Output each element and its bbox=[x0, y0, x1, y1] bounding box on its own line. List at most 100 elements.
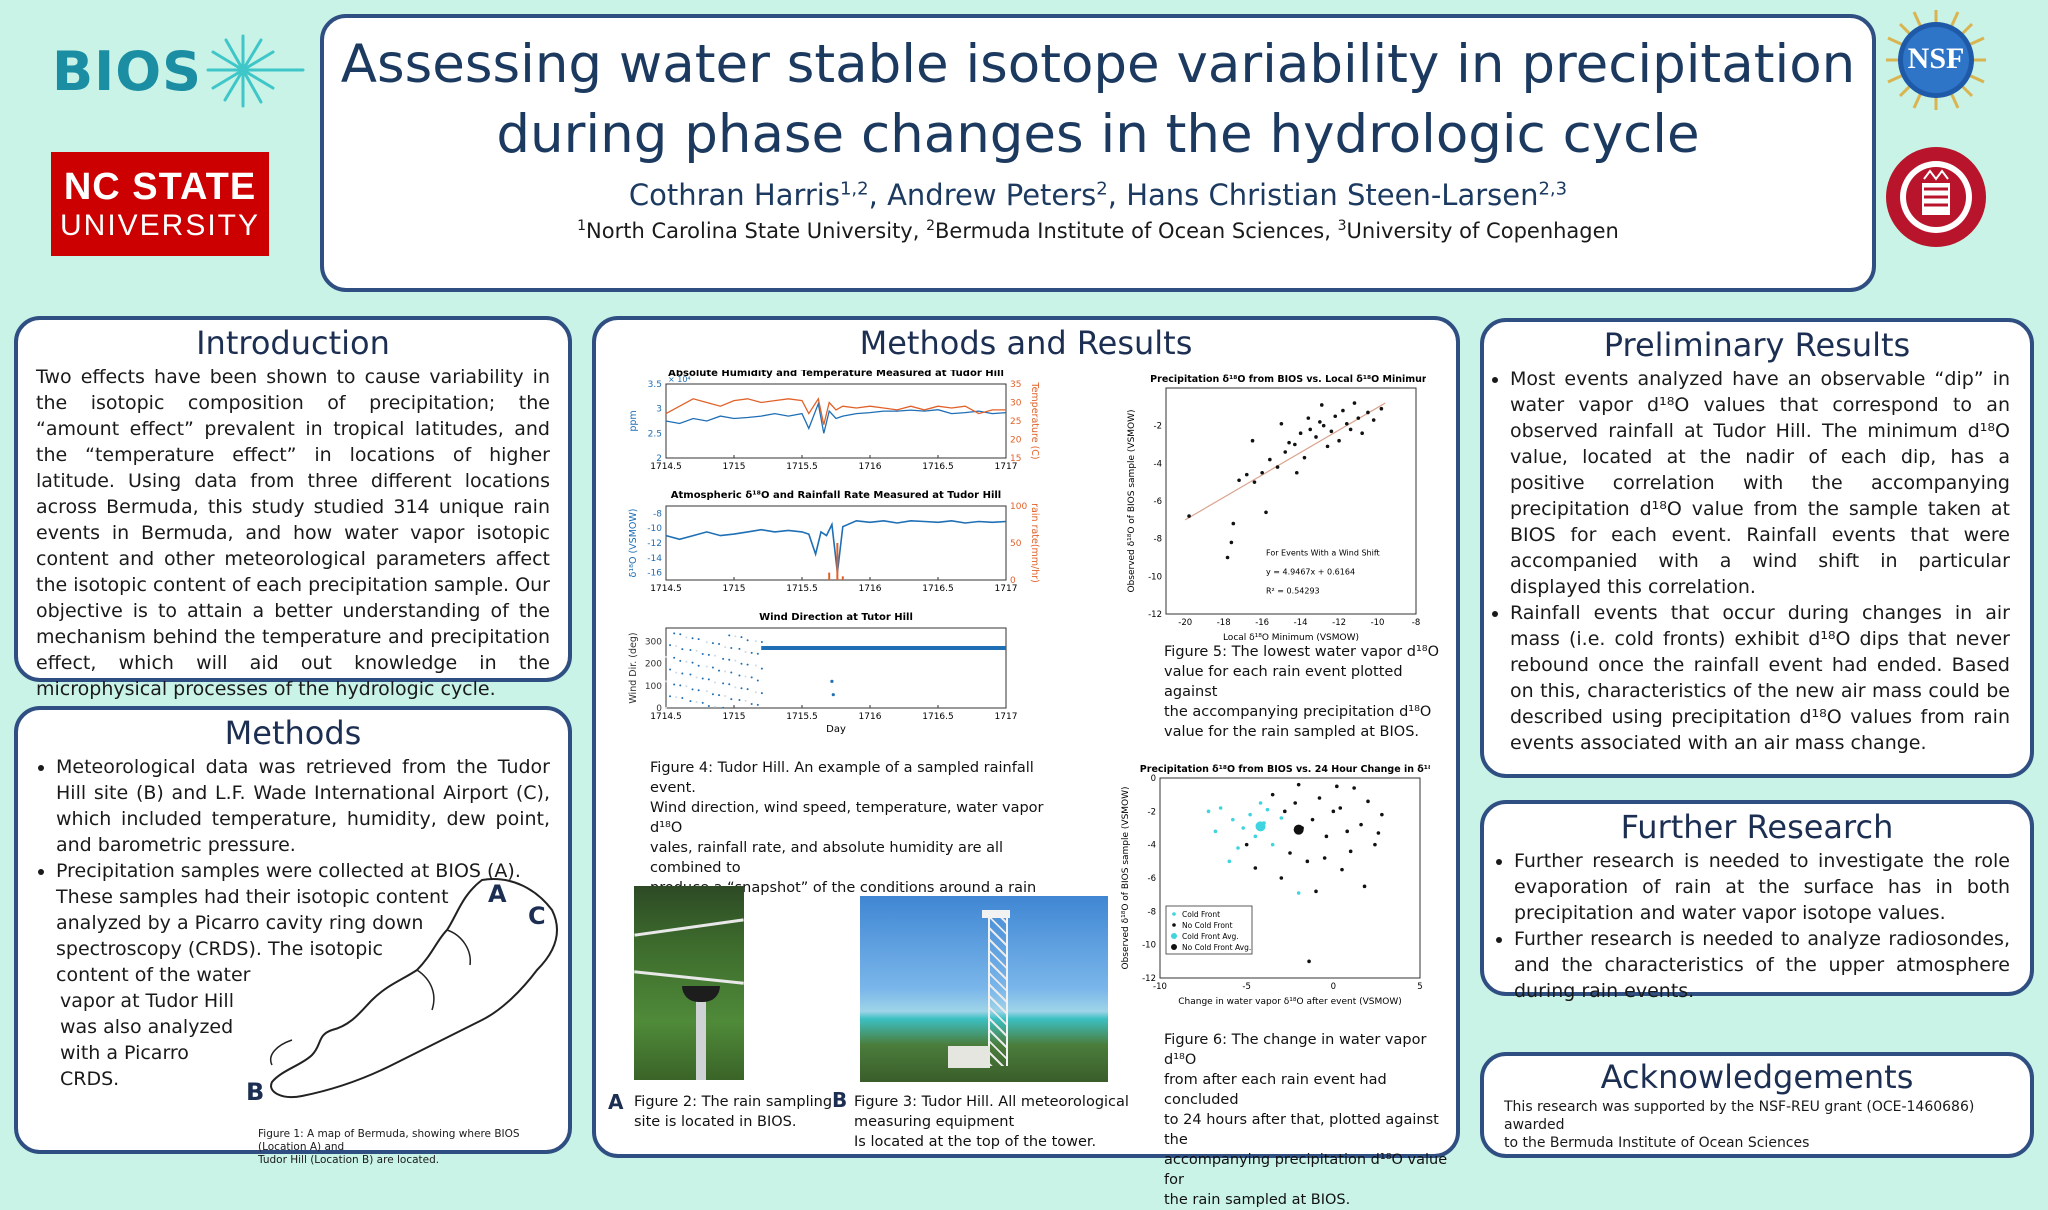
chart-title: Atmospheric δ¹⁸O and Rainfall Rate Measu… bbox=[671, 490, 1001, 501]
regression-equation: y = 4.9467x + 0.6164 bbox=[1266, 567, 1355, 576]
data-point bbox=[1231, 817, 1235, 822]
data-point bbox=[1236, 846, 1240, 850]
data-point bbox=[1356, 416, 1361, 420]
wind-point bbox=[750, 651, 753, 654]
wind-point bbox=[665, 680, 667, 683]
wind-point bbox=[744, 675, 747, 678]
data-point bbox=[1279, 816, 1284, 820]
y-tick-label: -8 bbox=[1154, 535, 1162, 545]
wind-point bbox=[760, 692, 763, 695]
wind-point bbox=[701, 653, 704, 655]
y-tick-label: 100 bbox=[645, 682, 662, 692]
y-tick-label: -6 bbox=[1148, 874, 1156, 884]
sampler-funnel bbox=[682, 986, 720, 1002]
data-point bbox=[1373, 842, 1377, 847]
y-axis-label: Wind Dir. (deg) bbox=[628, 632, 639, 703]
data-point bbox=[1306, 416, 1311, 420]
photo-label-b: B bbox=[832, 1088, 848, 1112]
data-point bbox=[1206, 809, 1211, 814]
data-point bbox=[1283, 809, 1287, 814]
wind-point bbox=[675, 645, 678, 647]
methods-results-title: Methods and Results bbox=[859, 324, 1193, 362]
figure6-caption-line: accompanying precipitation d¹⁸O value fo… bbox=[1164, 1152, 1448, 1188]
temperature-series-line bbox=[665, 397, 1006, 425]
data-point bbox=[1324, 834, 1329, 839]
sampler-post bbox=[696, 996, 706, 1080]
wind-point bbox=[722, 706, 725, 709]
wind-point bbox=[756, 703, 759, 706]
data-point bbox=[1319, 403, 1324, 407]
introduction-text: Two effects have been shown to cause var… bbox=[36, 366, 550, 700]
wind-point bbox=[738, 647, 741, 650]
y-right-tick-label: 25 bbox=[1010, 417, 1021, 427]
wind-point bbox=[701, 701, 704, 704]
preliminary-bullet: Rainfall events that occur during change… bbox=[1510, 600, 2010, 756]
data-point bbox=[1310, 817, 1315, 822]
data-point bbox=[1380, 812, 1384, 817]
figure5-caption-line: value for each rain event plotted agains… bbox=[1164, 664, 1403, 700]
bermuda-map: A C B bbox=[246, 878, 558, 1106]
introduction-title: Introduction bbox=[196, 324, 390, 362]
data-point bbox=[1187, 514, 1191, 518]
wind-point bbox=[734, 686, 737, 689]
wind-point bbox=[746, 639, 749, 642]
x-tick-label: 1716 bbox=[859, 462, 882, 472]
y-right-axis-label: Temperature (C) bbox=[1029, 381, 1040, 459]
x-axis-label: Day bbox=[826, 724, 846, 735]
further-bullet: Further research is needed to analyze ra… bbox=[1514, 926, 2010, 1004]
wind-point bbox=[724, 670, 727, 673]
data-point bbox=[1321, 423, 1326, 428]
figure3-caption-line: Figure 3: Tudor Hill. All meteorological bbox=[854, 1094, 1129, 1110]
affiliation-list: 1North Carolina State University, 2Bermu… bbox=[577, 218, 1619, 243]
y-tick-label: 200 bbox=[645, 660, 662, 670]
y-tick-label: 2.5 bbox=[648, 429, 662, 439]
data-point bbox=[1283, 450, 1288, 454]
map-label-a: A bbox=[488, 880, 507, 908]
x-tick-label: 1715.5 bbox=[786, 712, 818, 722]
y-tick-label: -4 bbox=[1154, 459, 1162, 469]
data-point bbox=[1218, 806, 1223, 810]
acknowledgements-line: This research was supported by the NSF-R… bbox=[1504, 1099, 1975, 1133]
data-point bbox=[1244, 472, 1249, 477]
data-point bbox=[1340, 867, 1344, 872]
wind-point bbox=[713, 681, 716, 684]
r-squared: R² = 0.54293 bbox=[1266, 586, 1320, 595]
chart-title: Precipitation δ¹⁸O from BIOS vs. Local δ… bbox=[1150, 374, 1426, 385]
data-point bbox=[1264, 510, 1268, 515]
chart-title: Wind Direction at Tutor Hill bbox=[759, 612, 913, 623]
wind-point bbox=[705, 641, 708, 644]
x-tick-label: -5 bbox=[1242, 982, 1250, 992]
wind-point bbox=[707, 653, 710, 656]
author-sup: 2,3 bbox=[1538, 178, 1568, 200]
wind-direction-chart: Wind Direction at Tutor Hill 1714.5 1715 17… bbox=[628, 612, 1017, 735]
y-axis-label: Observed δ¹⁸O of BIOS sample (VSMOW) bbox=[1121, 786, 1131, 969]
data-point bbox=[1268, 457, 1272, 462]
ncstate-logo-line2: UNIVERSITY bbox=[59, 209, 261, 242]
data-point bbox=[1366, 410, 1370, 415]
data-point bbox=[1314, 889, 1318, 894]
data-point bbox=[1308, 427, 1313, 432]
wind-point bbox=[724, 695, 727, 697]
author-name: Hans Christian Steen-Larsen bbox=[1126, 178, 1539, 212]
data-point bbox=[1255, 821, 1266, 832]
affiliation-sup: 1 bbox=[577, 218, 587, 234]
wind-point bbox=[685, 636, 688, 639]
map-label-c: C bbox=[528, 902, 546, 930]
figure5-caption: Figure 5: The lowest water vapor d¹⁸O va… bbox=[1164, 642, 1454, 742]
wind-point bbox=[730, 698, 733, 701]
author-sup: 2 bbox=[1096, 178, 1108, 200]
fence-rope bbox=[634, 970, 744, 985]
rain-sampling-photo bbox=[634, 886, 744, 1080]
wind-point bbox=[701, 677, 704, 680]
chart-title: Precipitation δ¹⁸O from BIOS vs. 24 Hour… bbox=[1140, 764, 1430, 775]
wind-point bbox=[685, 660, 688, 663]
figure1-caption: Figure 1: A map of Bermuda, showing wher… bbox=[258, 1128, 568, 1167]
author-name: Cothran Harris bbox=[628, 178, 840, 212]
further-bullet: Further research is needed to investigat… bbox=[1514, 848, 2010, 926]
wind-point bbox=[728, 634, 731, 637]
y-tick-label: -8 bbox=[1148, 907, 1156, 917]
ncstate-logo: NC STATE UNIVERSITY bbox=[51, 152, 269, 256]
data-point bbox=[1229, 540, 1234, 545]
data-point bbox=[1225, 555, 1230, 560]
x-tick-label: -20 bbox=[1178, 618, 1192, 628]
